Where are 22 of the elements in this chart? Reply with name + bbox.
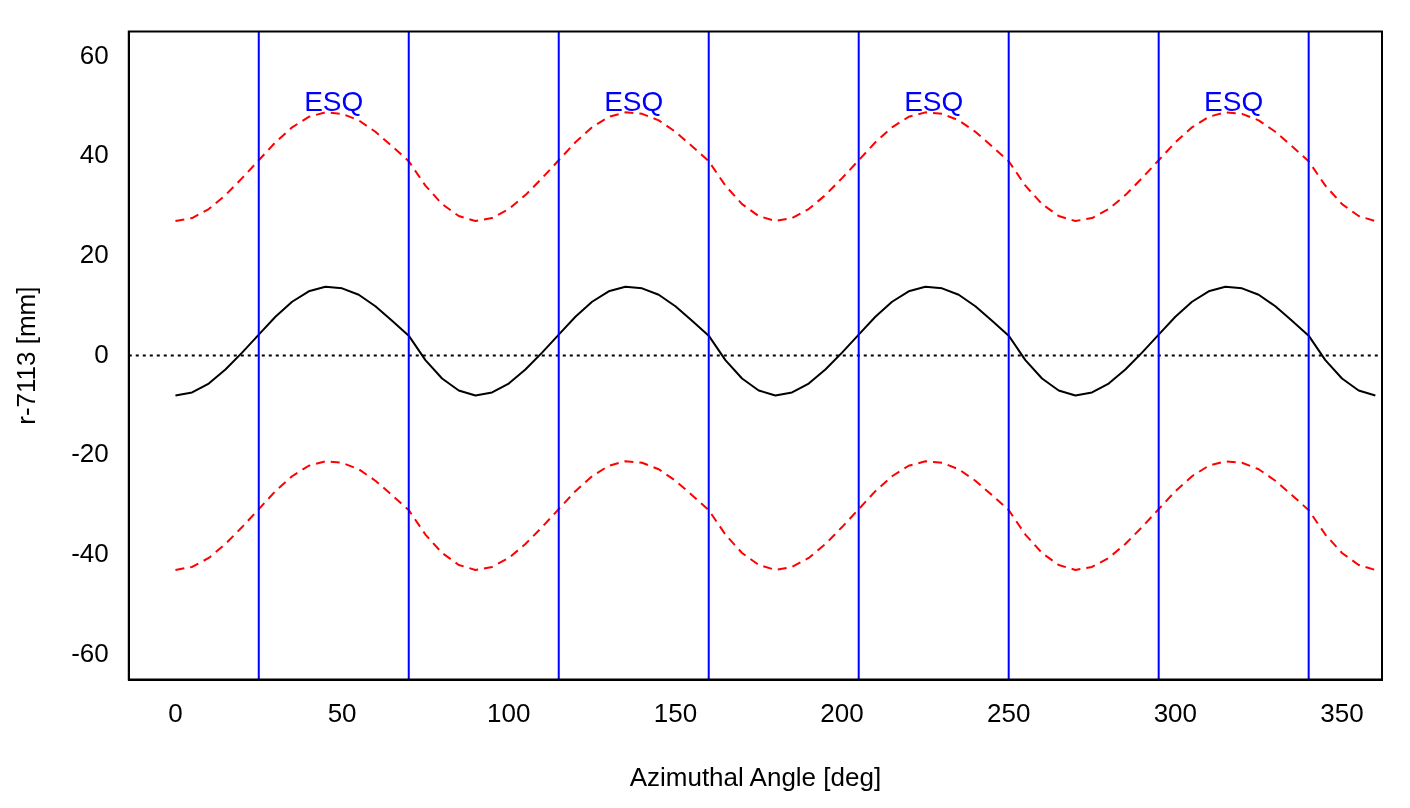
- x-tick-label: 50: [327, 698, 357, 729]
- x-tick-label: 0: [168, 698, 183, 729]
- y-tick-label: -60: [71, 637, 109, 668]
- annotation: ESQ: [604, 86, 664, 118]
- y-tick-label: 60: [79, 39, 109, 70]
- x-tick-label: 150: [653, 698, 698, 729]
- y-tick-label: 20: [79, 239, 109, 270]
- y-axis-title: r-7113 [mm]: [10, 286, 41, 425]
- x-tick-label: 100: [487, 698, 531, 729]
- y-tick-label: 0: [94, 338, 109, 369]
- annotation: ESQ: [1204, 86, 1264, 118]
- annotation: ESQ: [904, 86, 964, 118]
- y-tick-label: 40: [79, 139, 109, 170]
- y-tick-label: -40: [71, 538, 109, 569]
- line-series: [174, 460, 1377, 571]
- x-tick-label: 250: [987, 698, 1031, 729]
- x-axis-title: Azimuthal Angle [deg]: [629, 761, 882, 792]
- x-tick-label: 200: [820, 698, 864, 729]
- x-tick-label: 300: [1153, 698, 1198, 729]
- x-tick-label: 350: [1320, 698, 1364, 729]
- annotation: ESQ: [304, 86, 364, 118]
- y-tick-label: -20: [71, 438, 109, 469]
